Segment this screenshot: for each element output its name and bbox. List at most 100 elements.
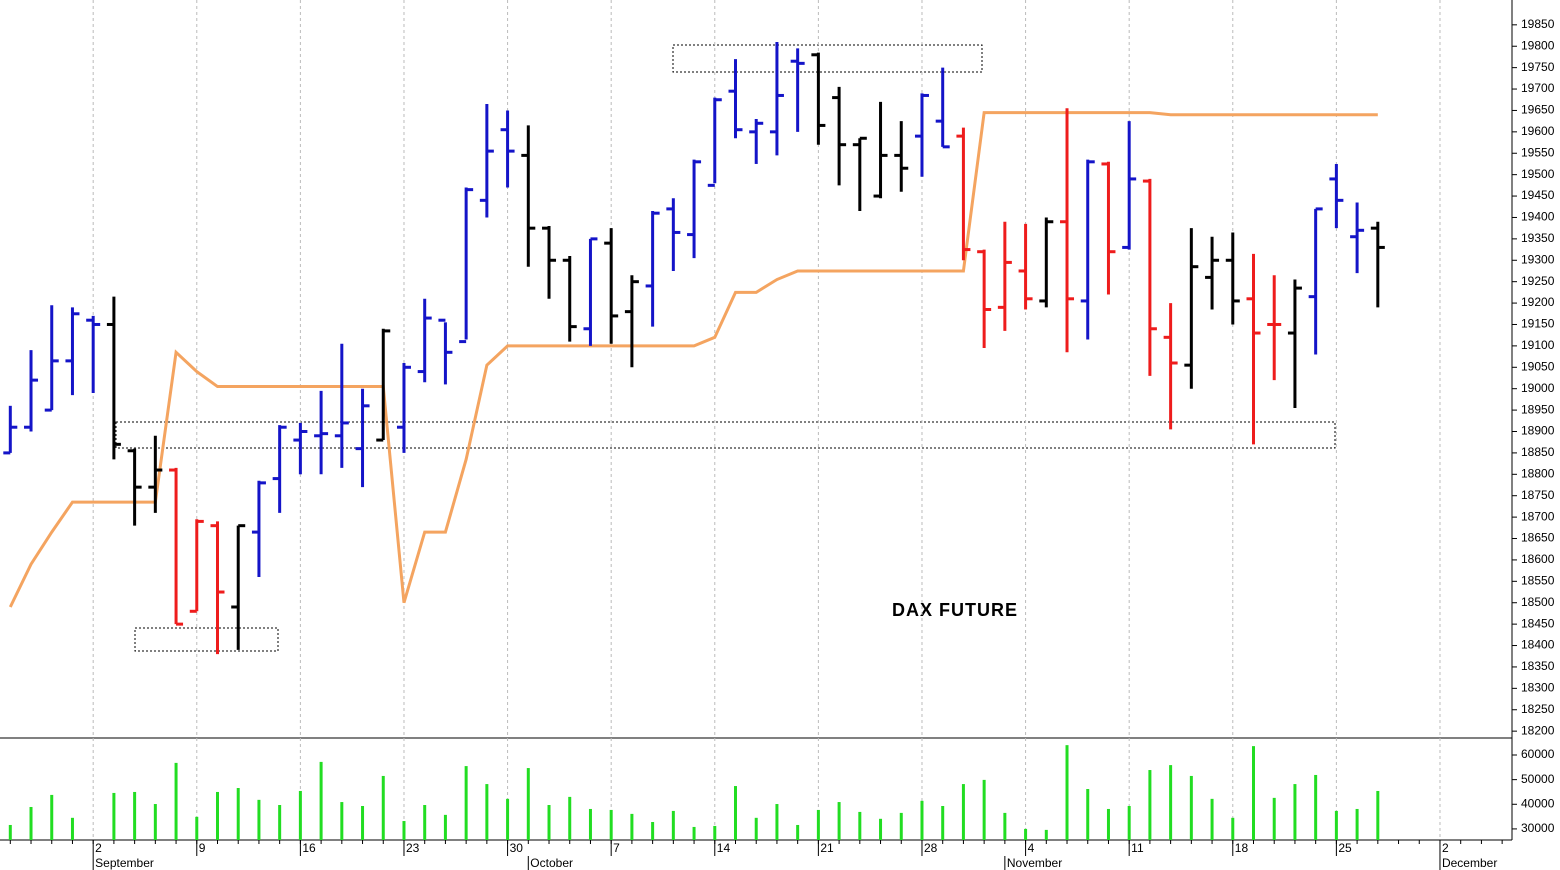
volume-bar — [671, 810, 675, 840]
y-tick-label: 19150 — [1521, 317, 1555, 331]
x-tick-label: 25 — [1338, 841, 1352, 855]
volume-bar — [1231, 817, 1235, 840]
y-tick-label: 18800 — [1521, 466, 1555, 480]
volume-bar — [1210, 798, 1214, 840]
y-tick-label: 18400 — [1521, 638, 1555, 652]
y-tick-label: 19350 — [1521, 231, 1555, 245]
x-tick-label: 7 — [613, 841, 620, 855]
x-tick-label: 14 — [717, 841, 731, 855]
volume-bar — [29, 806, 33, 840]
y-tick-label: 19750 — [1521, 60, 1555, 74]
volume-bar — [402, 821, 406, 840]
volume-bar — [50, 794, 54, 840]
volume-bar — [485, 784, 489, 840]
volume-bar — [133, 791, 137, 840]
x-tick-label: 4 — [1028, 841, 1035, 855]
y-tick-label: 19550 — [1521, 145, 1555, 159]
month-label: October — [530, 856, 573, 870]
y-tick-label: 18750 — [1521, 488, 1555, 502]
volume-bar — [236, 788, 240, 840]
chart-annotation: DAX FUTURE — [892, 600, 1018, 620]
zone-box — [115, 421, 1336, 449]
y-tick-label: 18300 — [1521, 681, 1555, 695]
x-tick-label: 30 — [510, 841, 524, 855]
volume-bar — [547, 805, 551, 840]
volume-bar — [257, 799, 261, 840]
volume-bar — [1106, 808, 1110, 840]
volume-bar — [651, 822, 655, 840]
volume-bar — [1169, 765, 1173, 840]
volume-bar — [754, 817, 758, 840]
x-tick-label: 21 — [820, 841, 834, 855]
volume-bar — [464, 766, 468, 840]
y-tick-label: 30000 — [1521, 821, 1555, 835]
volume-bar — [319, 761, 323, 840]
volume-bar — [609, 809, 613, 840]
volume-bar — [630, 813, 634, 840]
x-tick-label: 28 — [924, 841, 938, 855]
volume-bar — [1127, 806, 1131, 840]
volume-bar — [588, 808, 592, 840]
volume-bar — [1272, 797, 1276, 840]
y-tick-label: 18350 — [1521, 659, 1555, 673]
volume-bar — [796, 824, 800, 840]
volume-bar — [692, 826, 696, 840]
volume-bar — [1355, 808, 1359, 840]
volume-bar — [775, 804, 779, 840]
volume-bar — [816, 809, 820, 840]
y-tick-label: 18250 — [1521, 702, 1555, 716]
y-tick-label: 18450 — [1521, 616, 1555, 630]
volume-bar — [381, 775, 385, 840]
zone-box — [134, 627, 279, 652]
volume-bar — [174, 762, 178, 840]
y-tick-label: 19650 — [1521, 103, 1555, 117]
volume-bar — [8, 824, 12, 840]
y-tick-label: 19700 — [1521, 81, 1555, 95]
volume-bar — [879, 818, 883, 840]
volume-bar — [112, 792, 116, 840]
y-tick-label: 18650 — [1521, 531, 1555, 545]
stop-line — [8, 111, 1378, 608]
x-tick-label: 11 — [1131, 841, 1144, 855]
volume-bar — [982, 779, 986, 840]
volume-bar — [443, 814, 447, 840]
volume-bar — [1189, 775, 1193, 840]
volume-bar — [1065, 745, 1069, 840]
month-label: December — [1442, 856, 1497, 870]
y-tick-label: 18700 — [1521, 509, 1555, 523]
x-tick-label: 2 — [95, 841, 102, 855]
volume-bar — [1334, 810, 1338, 840]
y-tick-label: 19500 — [1521, 167, 1555, 181]
volume-bar — [713, 825, 717, 840]
y-tick-label: 19400 — [1521, 210, 1555, 224]
zone-box — [672, 44, 983, 73]
volume-bar — [1252, 746, 1255, 840]
y-tick-label: 18950 — [1521, 402, 1555, 416]
volume-bar — [961, 784, 965, 840]
volume-bar — [153, 804, 157, 840]
x-tick-label: 9 — [199, 841, 206, 855]
y-tick-label: 50000 — [1521, 772, 1555, 786]
x-tick-label: 23 — [406, 841, 420, 855]
y-tick-label: 18200 — [1521, 723, 1555, 737]
volume-bar — [1314, 774, 1318, 840]
volume-bar — [1024, 828, 1028, 840]
volume-bar — [340, 802, 344, 840]
y-tick-label: 19200 — [1521, 295, 1555, 309]
month-label: November — [1007, 856, 1062, 870]
y-tick-label: 19800 — [1521, 38, 1555, 52]
volume-bar — [1148, 770, 1152, 840]
volume-bar — [1003, 812, 1007, 840]
volume-bar — [298, 790, 302, 840]
volume-bar — [1376, 790, 1380, 840]
volume-bar — [216, 791, 219, 840]
y-tick-label: 18600 — [1521, 552, 1555, 566]
volume-bar — [1086, 789, 1090, 840]
volume-bar — [858, 811, 862, 840]
y-tick-label: 18550 — [1521, 573, 1555, 587]
y-tick-label: 19850 — [1521, 17, 1555, 31]
y-tick-label: 19250 — [1521, 274, 1555, 288]
volume-bar — [278, 805, 282, 840]
x-tick-label: 18 — [1235, 841, 1249, 855]
volume-bar — [361, 806, 365, 840]
